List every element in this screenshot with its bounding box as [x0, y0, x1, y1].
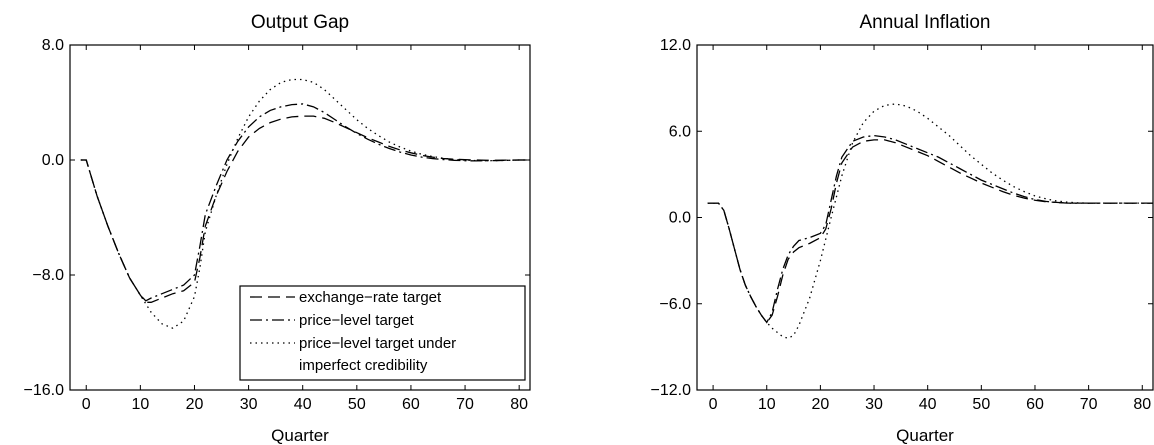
- y-tick-label: 0.0: [42, 152, 64, 169]
- x-tick-label: 50: [348, 396, 366, 413]
- x-tick-label: 60: [402, 396, 420, 413]
- x-axis-label: Quarter: [271, 426, 329, 445]
- x-tick-label: 80: [1133, 396, 1151, 413]
- x-tick-label: 40: [294, 396, 312, 413]
- x-tick-label: 50: [972, 396, 990, 413]
- x-tick-label: 40: [919, 396, 937, 413]
- y-tick-label: −8.0: [32, 267, 64, 284]
- series-line-dotted: [80, 78, 530, 329]
- series-line-dashdot: [707, 134, 1153, 324]
- x-tick-label: 30: [240, 396, 258, 413]
- legend-box: [239, 285, 526, 381]
- x-tick-label: 10: [758, 396, 776, 413]
- y-tick-label: 6.0: [669, 123, 691, 140]
- chart-title: Output Gap: [251, 12, 349, 33]
- chart-title: Annual Inflation: [860, 12, 991, 33]
- series-line-dashdot: [80, 103, 530, 302]
- legend-label: exchange−rate target: [299, 289, 442, 306]
- x-tick-label: 20: [811, 396, 829, 413]
- y-tick-label: 8.0: [42, 37, 64, 54]
- chart-panel-1: Output Gap 0 10 20 30 40 50 60 70 80 8.0 0.0 −8.0 −16…: [24, 12, 531, 445]
- legend-label: price−level target under: [299, 335, 456, 352]
- x-axis-label: Quarter: [896, 426, 954, 445]
- legend-label: price−level target: [299, 312, 414, 329]
- y-tick-label: −6.0: [659, 296, 691, 313]
- y-tick-label: 12.0: [660, 37, 691, 54]
- x-tick-label: 60: [1026, 396, 1044, 413]
- x-tick-label: 70: [1080, 396, 1098, 413]
- x-tick-label: 10: [131, 396, 149, 413]
- series-line-dashed: [707, 139, 1153, 324]
- x-tick-label: 80: [510, 396, 528, 413]
- y-tick-label: −12.0: [651, 382, 692, 399]
- x-tick-label: 20: [186, 396, 204, 413]
- x-tick-label: 0: [82, 396, 91, 413]
- x-tick-label: 30: [865, 396, 883, 413]
- series-line-dashed: [80, 115, 530, 303]
- y-tick-label: 0.0: [669, 210, 691, 227]
- y-tick-label: −16.0: [24, 382, 65, 399]
- chart-panel-2: Annual Inflation 0 10 20 30 40 50 60 70 80 12.0 6.0…: [651, 12, 1154, 445]
- x-tick-label: 70: [456, 396, 474, 413]
- legend-label: imperfect credibility: [299, 357, 428, 374]
- plot-frame: [69, 44, 531, 391]
- x-tick-label: 0: [709, 396, 718, 413]
- plot-frame: [696, 44, 1154, 391]
